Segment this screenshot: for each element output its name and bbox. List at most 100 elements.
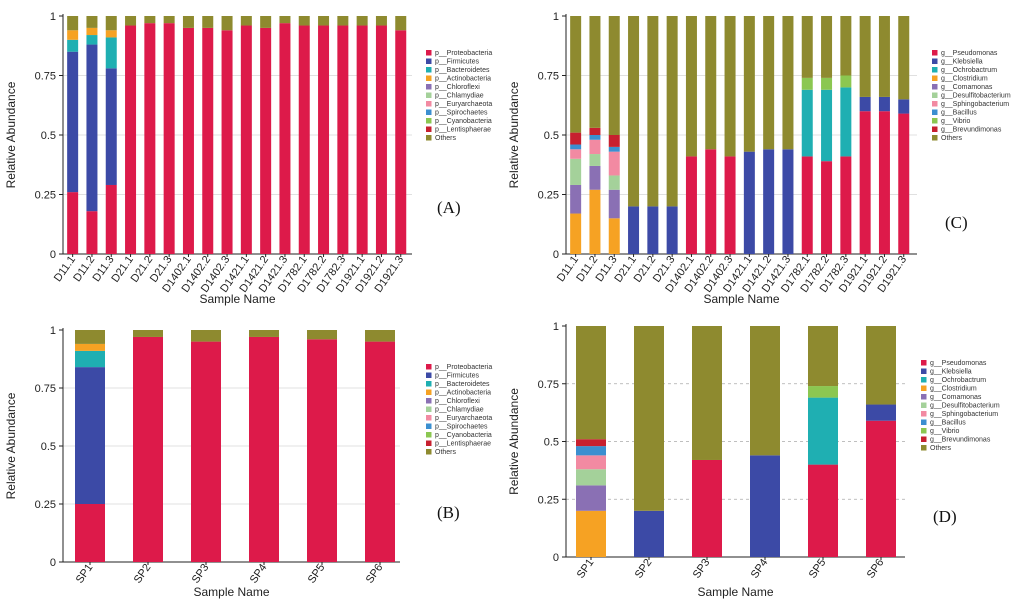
legend-swatch — [426, 449, 432, 455]
bar-segment-proteobacteria — [337, 25, 349, 254]
y-tick-label: 0.25 — [538, 190, 559, 202]
bar-segment-proteobacteria — [144, 23, 156, 254]
bar-segment-proteobacteria — [249, 336, 279, 562]
y-tick-label: 0.5 — [544, 130, 559, 142]
legend-swatch — [921, 377, 927, 383]
bar-segment-others — [840, 16, 852, 76]
y-tick-label: 1 — [553, 11, 559, 23]
y-tick-label: 0.25 — [538, 494, 559, 506]
legend-label: p__Proteobacteria — [435, 50, 492, 57]
bar-segment-brevundimonas — [608, 135, 620, 147]
legend-label: g__Klebsiella — [930, 369, 972, 376]
bar-segment-actinobacteria — [105, 30, 117, 38]
bar-segment-clostridium — [570, 213, 582, 254]
panel-label: (C) — [945, 213, 968, 232]
bar-segment-ochrobactrum — [840, 87, 852, 157]
bar-segment-others — [67, 16, 79, 31]
bar-segment-bacillus — [570, 144, 582, 150]
bar-segment-others — [298, 16, 310, 26]
bar-segment-klebsiella — [634, 510, 664, 557]
y-tick-label: 0 — [50, 557, 56, 569]
x-tick-label: SP6 — [865, 557, 887, 581]
bar-segment-others — [375, 16, 387, 26]
bar-segment-others — [182, 16, 194, 28]
legend-swatch — [426, 58, 432, 64]
bar-segment-proteobacteria — [307, 339, 337, 562]
x-axis-title: Sample Name — [193, 585, 269, 599]
bar-segment-proteobacteria — [298, 25, 310, 254]
legend-label: g__Comamonas — [930, 394, 982, 401]
legend-label: g__Pseudomonas — [930, 360, 987, 367]
bar-segment-others — [125, 16, 137, 26]
legend-label: g__Desulfitobacterium — [930, 403, 1000, 410]
bar-segment-others — [356, 16, 368, 26]
legend-swatch — [426, 50, 432, 56]
legend-label: p__Chlamydiae — [435, 93, 484, 100]
bar-segment-ochrobactrum — [821, 89, 833, 162]
bar-segment-pseudomonas — [724, 156, 736, 254]
bar-segment-others — [163, 16, 175, 24]
legend-label: Others — [941, 135, 963, 142]
bar-segment-others — [724, 16, 736, 157]
legend-label: g__Ochrobactrum — [930, 377, 986, 384]
y-tick-label: 0.5 — [41, 130, 56, 142]
bar-segment-others — [260, 16, 272, 28]
bar-segment-others — [75, 330, 105, 344]
x-tick-label: SP1 — [74, 562, 96, 586]
chart-panel-2: 0 0.25 0.5 0.75 1 SP1 SP2 SP3 SP4 SP5 SP6 Relative … — [4, 325, 492, 599]
y-tick-label: 0.75 — [35, 383, 56, 395]
legend-label: p__Bacteroidetes — [435, 67, 490, 74]
legend-label: p__Lentisphaerae — [435, 127, 491, 134]
bar-segment-others — [608, 16, 620, 135]
legend-swatch — [921, 360, 927, 366]
legend-swatch — [426, 389, 432, 395]
bar-segment-ochrobactrum — [808, 397, 838, 465]
bar-segment-clostridium — [589, 189, 601, 254]
bar-segment-others — [878, 16, 890, 97]
bar-segment-proteobacteria — [191, 341, 221, 562]
bar-segment-pseudomonas — [840, 156, 852, 254]
y-tick-label: 0.25 — [35, 499, 56, 511]
legend-swatch — [426, 126, 432, 132]
legend-swatch — [426, 440, 432, 446]
x-axis-title: Sample Name — [703, 292, 779, 306]
bar-segment-clostridium — [576, 510, 606, 557]
bar-segment-others — [202, 16, 214, 28]
y-tick-label: 0 — [553, 552, 559, 564]
legend-label: p__Euryarchaeota — [435, 101, 492, 108]
legend-swatch — [921, 402, 927, 408]
bar-segment-vibrio — [840, 75, 852, 88]
bar-segment-klebsiella — [763, 149, 775, 254]
legend-label: g__Vibrio — [930, 428, 960, 435]
bar-segment-others — [705, 16, 717, 150]
legend-swatch — [932, 109, 938, 115]
x-tick-label: SP6 — [364, 562, 386, 586]
bar-segment-bacillus — [608, 146, 620, 152]
bar-segment-others — [634, 326, 664, 511]
bar-segment-others — [570, 16, 582, 133]
legend-swatch — [426, 135, 432, 141]
legend-swatch — [426, 415, 432, 421]
bar-segment-pseudomonas — [705, 149, 717, 254]
bar-segment-others — [859, 16, 871, 97]
bar-segment-klebsiella — [750, 455, 780, 557]
bar-segment-actinobacteria — [86, 27, 98, 36]
legend-swatch — [426, 381, 432, 387]
bar-segment-brevundimonas — [570, 132, 582, 145]
bar-segment-actinobacteria — [67, 30, 79, 40]
legend-swatch — [921, 419, 927, 425]
legend-swatch — [426, 92, 432, 98]
panel-label: (A) — [437, 198, 461, 217]
bar-segment-others — [782, 16, 794, 150]
bar-segment-firmicutes — [75, 367, 105, 504]
legend-label: p__Euryarchaeota — [435, 415, 492, 422]
legend-label: p__Firmicutes — [435, 59, 479, 66]
legend-label: g__Vibrio — [941, 118, 971, 125]
bar-segment-proteobacteria — [260, 27, 272, 255]
bar-segment-others — [240, 16, 252, 26]
y-axis-title: Relative Abundance — [4, 392, 18, 499]
bar-segment-others — [365, 330, 395, 342]
legend-swatch — [932, 135, 938, 141]
y-tick-label: 0.5 — [544, 437, 559, 449]
legend-swatch — [921, 445, 927, 451]
